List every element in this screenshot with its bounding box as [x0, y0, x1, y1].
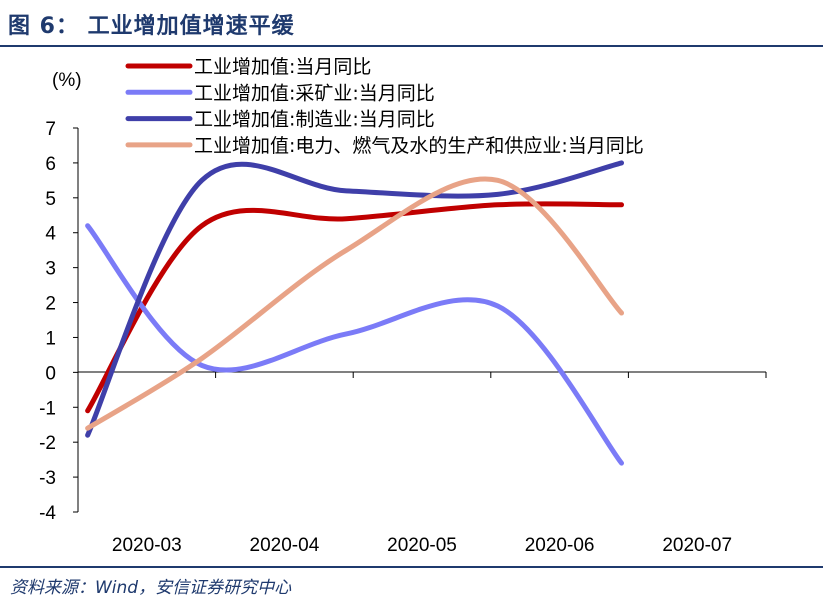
y-axis-unit: (%): [52, 70, 82, 91]
y-tick-label: -2: [39, 433, 56, 454]
x-tick-label: 2020-06: [525, 535, 595, 556]
chart-legend: 工业增加值:当月同比工业增加值:采矿业:当月同比工业增加值:制造业:当月同比工业…: [125, 56, 644, 157]
y-tick-label: 4: [45, 224, 56, 245]
x-tick-label: 2020-04: [250, 535, 320, 556]
figure-title: 图 6： 工业增加值增速平缓: [8, 14, 295, 39]
legend-label-4: 工业增加值:电力、燃气及水的生产和供应业:当月同比: [194, 135, 644, 157]
y-tick-label: 5: [45, 189, 56, 210]
source-note: 资料来源：Wind，安信证券研究中心: [10, 578, 292, 598]
x-tick-label: 2020-05: [387, 535, 457, 556]
y-tick-label: -4: [39, 503, 56, 524]
y-tick-label: 0: [45, 363, 56, 384]
y-tick-label: -3: [39, 468, 56, 489]
y-tick-label: 6: [45, 154, 56, 175]
legend-label-2: 工业增加值:采矿业:当月同比: [194, 82, 435, 104]
y-tick-label: 3: [45, 259, 56, 280]
series-layer: [85, 160, 625, 466]
legend-label-3: 工业增加值:制造业:当月同比: [194, 109, 435, 131]
source-divider: [0, 566, 823, 568]
series-line-4: [85, 176, 625, 431]
y-tick-label: 2: [45, 294, 56, 315]
title-divider: [0, 45, 823, 47]
y-tick-label: -1: [39, 398, 56, 419]
y-tick-label: 7: [45, 119, 56, 140]
chart-axes: -4 -3 -2 -1 0 1 2 3 4 5 6 7 (%) 2020-03 2020-04 2020-05…: [39, 70, 767, 556]
legend-label-1: 工业增加值:当月同比: [194, 56, 371, 78]
series-line-3: [85, 160, 625, 438]
x-tick-label: 2020-07: [662, 535, 732, 556]
x-tick-label: 2020-03: [112, 535, 182, 556]
y-tick-label: 1: [45, 328, 56, 349]
series-line-2: [85, 223, 625, 466]
